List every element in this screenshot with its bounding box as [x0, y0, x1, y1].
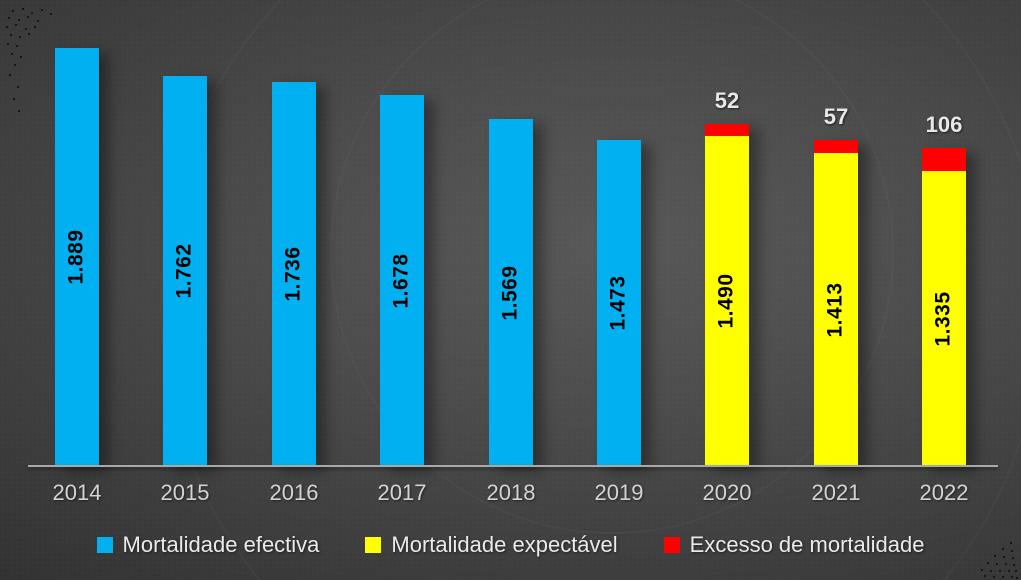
bar-value-label: 1.473 — [607, 275, 630, 331]
bar-value-label: 1.889 — [65, 229, 88, 285]
bar-2014: 1.889 — [55, 48, 99, 466]
bar-segment-expected: 1.413 — [814, 153, 858, 466]
bar-value-label: 1.335 — [932, 290, 955, 347]
bar-segment-effective: 1.569 — [489, 119, 533, 466]
legend-item: Mortalidade efectiva — [96, 532, 320, 558]
bar-segment-expected: 1.335 — [922, 171, 966, 466]
bar-segment-excess — [705, 124, 749, 136]
bar-segment-excess — [814, 140, 858, 153]
x-axis-label-2014: 2014 — [52, 480, 102, 505]
bar-2018: 1.569 — [489, 119, 533, 466]
x-axis-line — [28, 465, 998, 467]
excess-value-label: 57 — [823, 104, 849, 129]
bar-2021: 1.413 — [814, 140, 858, 466]
bar-segment-effective: 1.473 — [597, 140, 641, 466]
bar-segment-effective: 1.889 — [55, 48, 99, 466]
chart-legend: Mortalidade efectiva Mortalidade expectáv… — [0, 532, 1021, 558]
bar-value-label: 1.736 — [282, 246, 305, 302]
bar-segment-effective: 1.736 — [272, 82, 316, 466]
x-axis-label-2019: 2019 — [594, 480, 644, 505]
bar-2020: 1.490 — [705, 124, 749, 466]
bar-segment-effective: 1.678 — [380, 95, 424, 466]
excess-value-label: 106 — [925, 112, 963, 137]
bar-2019: 1.473 — [597, 140, 641, 466]
x-axis-label-2015: 2015 — [160, 480, 210, 505]
x-axis-label-2018: 2018 — [486, 480, 536, 505]
bar-value-label: 1.762 — [173, 243, 196, 299]
bar-value-label: 1.413 — [824, 281, 847, 338]
bar-segment-effective: 1.762 — [163, 76, 207, 466]
legend-swatch-icon — [96, 537, 113, 553]
x-axis-label-2017: 2017 — [377, 480, 427, 505]
bar-value-label: 1.678 — [390, 252, 413, 309]
x-axis-label-2020: 2020 — [702, 480, 752, 505]
legend-label: Excesso de mortalidade — [689, 532, 925, 557]
bar-2017: 1.678 — [380, 95, 424, 466]
x-axis-label-2016: 2016 — [269, 480, 319, 505]
legend-swatch-icon — [663, 537, 680, 553]
x-axis-label-2021: 2021 — [811, 480, 861, 505]
x-axis-label-2022: 2022 — [919, 480, 969, 505]
bar-value-label: 1.569 — [499, 264, 522, 321]
bar-segment-expected: 1.490 — [705, 136, 749, 466]
bar-value-label: 1.490 — [715, 273, 738, 329]
bar-2022: 1.335 — [922, 148, 966, 466]
legend-item: Mortalidade expectável — [365, 532, 618, 558]
legend-swatch-icon — [365, 537, 382, 553]
legend-label: Mortalidade efectiva — [122, 532, 320, 557]
bar-2016: 1.736 — [272, 82, 316, 466]
bar-2015: 1.762 — [163, 76, 207, 466]
excess-value-label: 52 — [714, 88, 740, 113]
legend-item: Excesso de mortalidade — [663, 532, 925, 558]
bar-segment-excess — [922, 148, 966, 171]
legend-label: Mortalidade expectável — [391, 532, 618, 557]
